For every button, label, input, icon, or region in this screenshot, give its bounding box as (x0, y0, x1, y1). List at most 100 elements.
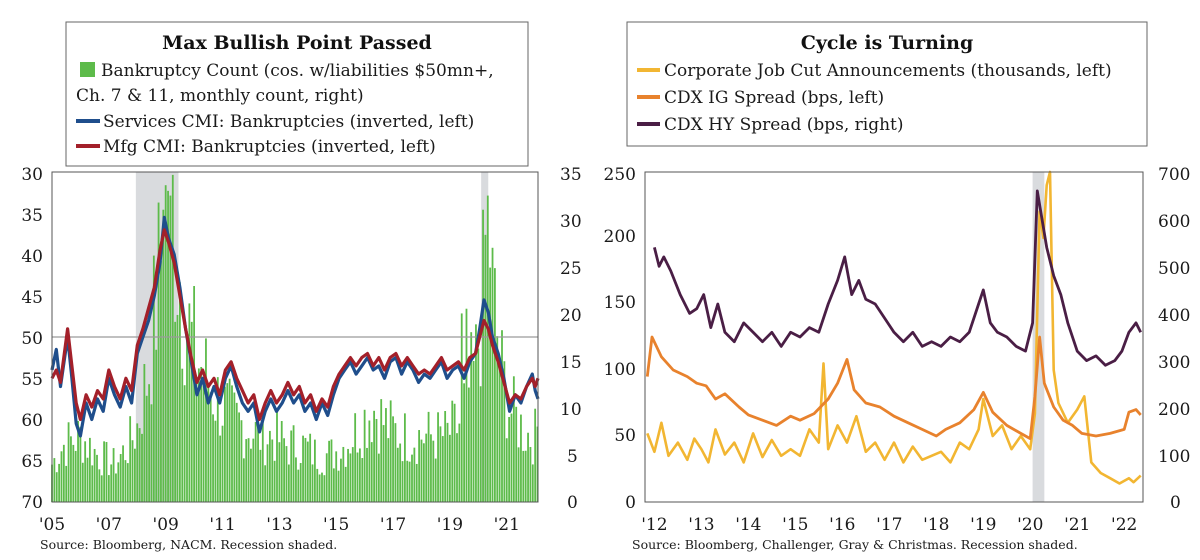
bankruptcy-bar (214, 420, 217, 502)
left-y-tick: 70 (21, 493, 43, 513)
right-x-axis-ticks: '12 '13 '14 '15 '16 '17 '18 '19 '20 '21 … (641, 515, 1137, 535)
bankruptcy-bar (98, 469, 101, 502)
bankruptcy-bar (259, 449, 262, 502)
left-right-tick: 35 (560, 165, 582, 185)
bankruptcy-bar (399, 443, 402, 502)
bankruptcy-bar (451, 400, 454, 502)
bankruptcy-bar (496, 336, 499, 502)
left-y-tick: 50 (21, 329, 43, 349)
bankruptcy-bar (437, 412, 439, 502)
bankruptcy-bar (171, 174, 174, 502)
bankruptcy-bar (238, 412, 241, 502)
bankruptcy-bar (524, 450, 527, 502)
bankruptcy-bar (489, 267, 492, 502)
bankruptcy-bar (88, 437, 91, 502)
bankruptcy-bar (531, 464, 534, 502)
bankruptcy-bar (91, 465, 94, 502)
bankruptcy-bar (126, 463, 129, 502)
bankruptcy-bar (387, 438, 390, 502)
left-y-tick: 60 (21, 411, 43, 431)
left-right-tick: 10 (560, 400, 582, 420)
bankruptcy-bar (235, 402, 238, 502)
left-source: Source: Bloomberg, NACM. Recession shade… (40, 537, 337, 552)
bankruptcy-bar (385, 408, 387, 502)
bankruptcy-bar (340, 458, 342, 502)
legend-label-bankruptcy-1: Bankruptcy Count (cos. w/liabilities $50… (101, 61, 494, 81)
bankruptcy-bar (321, 472, 323, 502)
bankruptcy-bar (325, 453, 328, 502)
bankruptcy-bar (105, 442, 108, 502)
left-x-tick: '13 (266, 515, 292, 535)
left-right-axis-ticks: 35 30 25 20 15 10 5 0 (560, 165, 582, 513)
bankruptcy-bar (295, 457, 297, 502)
mfg-cmi-line (50, 228, 540, 422)
bankruptcy-bar (505, 438, 508, 502)
left-y-tick: 55 (21, 370, 43, 390)
right-left-tick: 200 (604, 227, 636, 247)
bankruptcy-bar (268, 430, 271, 502)
bankruptcy-bar (458, 423, 461, 502)
bankruptcy-bar (358, 448, 361, 502)
right-x-tick: '22 (1111, 515, 1137, 535)
bankruptcy-bar (252, 438, 255, 502)
right-left-tick: 0 (625, 493, 636, 513)
bankruptcy-bar (377, 453, 380, 502)
bankruptcy-bar (493, 268, 496, 502)
bankruptcy-bar (366, 447, 368, 502)
bankruptcy-bar (304, 437, 307, 502)
bankruptcy-bar (503, 361, 506, 502)
bankruptcy-bar (193, 286, 196, 502)
bankruptcy-bar (482, 209, 484, 502)
left-x-tick: '15 (323, 515, 349, 535)
bankruptcy-bar (401, 461, 404, 502)
right-left-tick: 100 (604, 360, 636, 380)
bankruptcy-bar (112, 448, 115, 502)
cdx-hy-line (653, 189, 1142, 367)
bankruptcy-bar (472, 360, 475, 502)
left-right-tick: 15 (560, 353, 582, 373)
bankruptcy-bar (195, 377, 198, 502)
bankruptcy-bar (287, 464, 290, 502)
right-legend: Cycle is Turning Corporate Job Cut Annou… (626, 21, 1148, 147)
services-cmi-line (50, 215, 540, 438)
left-x-tick: '11 (209, 515, 235, 535)
bankruptcy-bar (361, 458, 364, 502)
bankruptcy-bar (60, 451, 63, 502)
right-left-tick: 150 (604, 293, 636, 313)
bankruptcy-bar (467, 387, 470, 502)
bankruptcy-bar (207, 386, 210, 502)
right-x-tick: '18 (923, 515, 949, 535)
left-plot-frame (51, 171, 539, 503)
right-x-tick: '19 (970, 515, 996, 535)
right-x-tick: '21 (1064, 515, 1090, 535)
bankruptcy-bar (456, 433, 458, 502)
bankruptcy-bar (382, 425, 385, 502)
left-right-tick: 25 (560, 259, 582, 279)
right-x-tick: '17 (876, 515, 902, 535)
bankruptcy-bar (70, 436, 72, 502)
bankruptcy-bar (164, 185, 167, 502)
bankruptcy-bar (65, 465, 68, 502)
bankruptcy-bar (181, 368, 184, 502)
right-x-tick: '12 (641, 515, 667, 535)
bankruptcy-bar (396, 447, 399, 502)
bankruptcy-bar (138, 428, 141, 502)
left-right-tick: 5 (567, 447, 578, 467)
left-bankruptcy-bars (51, 174, 539, 503)
bankruptcy-bar (380, 399, 383, 502)
bankruptcy-bar (219, 435, 222, 502)
bankruptcy-bar (335, 451, 338, 502)
bankruptcy-bar (313, 439, 316, 502)
cdx-ig-line (645, 335, 1142, 441)
bankruptcy-bar (439, 426, 442, 502)
bankruptcy-bar (160, 260, 162, 502)
right-right-tick: 600 (1158, 212, 1190, 232)
bankruptcy-bar (124, 460, 127, 502)
bankruptcy-bar (188, 303, 191, 502)
bankruptcy-bar (261, 408, 264, 502)
bankruptcy-bar (418, 430, 421, 502)
left-legend: Max Bullish Point Passed Bankruptcy Coun… (65, 21, 529, 167)
right-x-tick: '15 (782, 515, 808, 535)
legend-label-ig: CDX IG Spread (bps, left) (664, 88, 884, 108)
